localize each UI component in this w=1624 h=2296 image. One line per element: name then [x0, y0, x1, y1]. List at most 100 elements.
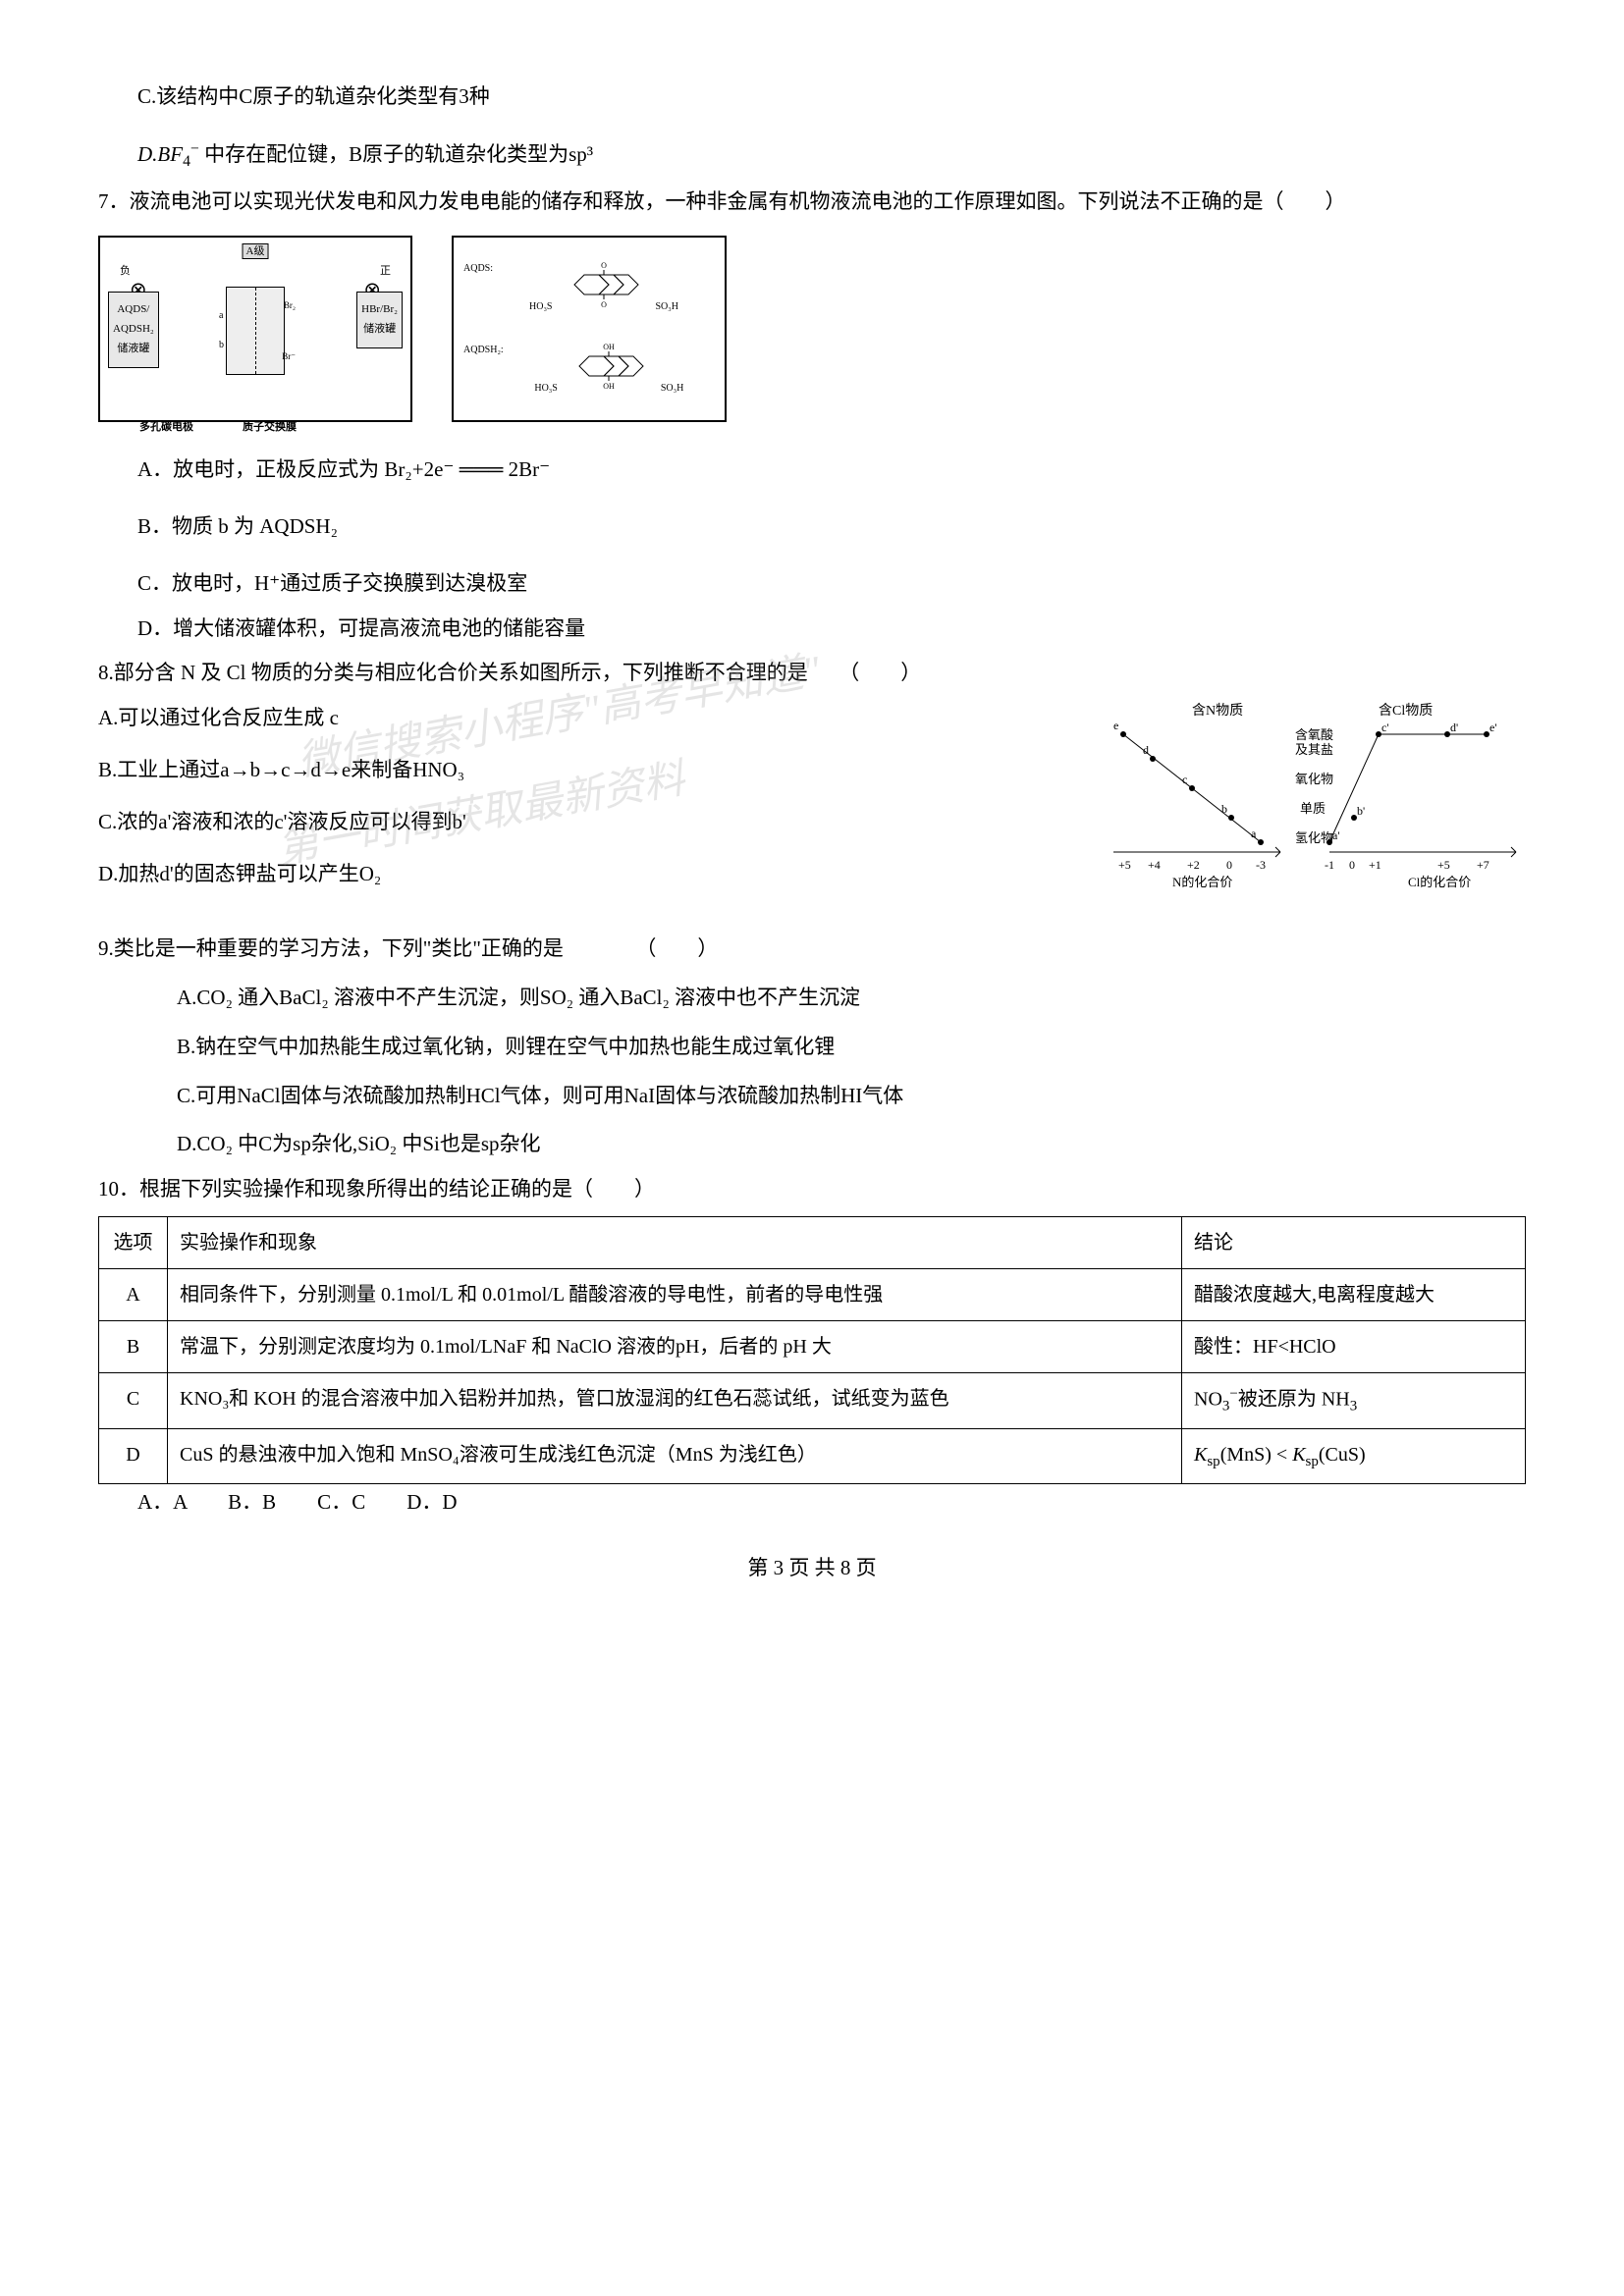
table-row: A 相同条件下，分别测量 0.1mol/L 和 0.01mol/L 醋酸溶液的导… — [99, 1268, 1526, 1320]
cell-conc-d: Ksp(MnS) < Ksp(CuS) — [1182, 1428, 1526, 1483]
q8-optd-text: D.加热d'的固态钾盐可以产生O₂ — [98, 862, 381, 885]
q6-optd-sup: − — [190, 140, 199, 157]
q8-option-c: C.浓的a'溶液和浓的c'溶液反应可以得到b' — [98, 804, 884, 841]
hos-label2: HO₃S — [534, 383, 558, 394]
q7-option-d: D．增大储液罐体积，可提高液流电池的储能容量 — [98, 611, 1526, 648]
svg-text:b': b' — [1357, 804, 1365, 818]
q10-answer-options: A．A B．B C．C D．D — [98, 1484, 1526, 1522]
cell-conc-b: 酸性：HF<HClO — [1182, 1320, 1526, 1372]
q6-optc-text: C.该结构中C原子的轨道杂化类型有3种 — [137, 84, 490, 108]
cell-conc-a: 醋酸浓度越大,电离程度越大 — [1182, 1268, 1526, 1320]
bottom-left-label: 多孔碳电极 — [139, 418, 193, 438]
svg-text:OH: OH — [604, 382, 616, 391]
soh-label: SO₃H — [656, 301, 679, 312]
q8-optc-text: C.浓的a'溶液和浓的c'溶液反应可以得到b' — [98, 810, 466, 833]
table-row: D CuS 的悬浊液中加入饱和 MnSO₄溶液可生成浅红色沉淀（MnS 为浅红色… — [99, 1428, 1526, 1483]
th-operation: 实验操作和现象 — [168, 1216, 1182, 1268]
cell-opt-c: C — [99, 1372, 168, 1428]
th-option: 选项 — [99, 1216, 168, 1268]
q7-stem-text: 7．液流电池可以实现光伏发电和风力发电电能的储存和释放，一种非金属有机物液流电池… — [98, 189, 1346, 213]
q10-answers-text: A．A B．B C．C D．D — [137, 1490, 458, 1514]
th-conclusion: 结论 — [1182, 1216, 1526, 1268]
svg-text:+1: +1 — [1369, 858, 1381, 872]
right-tank: HBr/Br₂ 储液罐 — [356, 292, 403, 348]
cl-axis: Cl的化合价 — [1408, 875, 1471, 889]
svg-text:氧化物: 氧化物 — [1295, 772, 1333, 786]
q8-stem-text: 8.部分含 N 及 Cl 物质的分类与相应化合价关系如图所示，下列推断不合理的是… — [98, 661, 921, 684]
q9-option-d: D.CO₂ 中C为sp杂化,SiO₂ 中Si也是sp杂化 — [98, 1126, 1526, 1163]
q7-optc-text: C．放电时，H⁺通过质子交换膜到达溴极室 — [137, 571, 527, 595]
soh-label2: SO₃H — [661, 383, 684, 394]
q6-optd-sub: 4 — [183, 153, 190, 170]
q7-stem: 7．液流电池可以实现光伏发电和风力发电电能的储存和释放，一种非金属有机物液流电池… — [98, 184, 1526, 221]
svg-text:氢化物: 氢化物 — [1295, 830, 1333, 845]
cell-opt-d: D — [99, 1428, 168, 1483]
q9-opta-text: A.CO₂ 通入BaCl₂ 溶液中不产生沉淀，则SO₂ 通入BaCl₂ 溶液中也… — [177, 986, 860, 1009]
svg-text:c': c' — [1381, 721, 1389, 734]
q9-optb-text: B.钠在空气中加热能生成过氧化钠，则锂在空气中加热也能生成过氧化锂 — [177, 1035, 835, 1058]
q9-optd-text: D.CO₂ 中C为sp杂化,SiO₂ 中Si也是sp杂化 — [177, 1132, 541, 1155]
left-tank-label: AQDS/ AQDSH₂ 储液罐 — [113, 300, 154, 358]
q8-chart: 含N物质 +5 +4 +2 0 -3 N的化合价 e d c b a 含Cl物质… — [1104, 700, 1526, 909]
svg-text:-1: -1 — [1325, 858, 1334, 872]
table-row: C KNO₃和 KOH 的混合溶液中加入铝粉并加热，管口放湿润的红色石蕊试纸，试… — [99, 1372, 1526, 1428]
cell-opt-b: B — [99, 1320, 168, 1372]
svg-text:含氧酸: 含氧酸 — [1295, 727, 1333, 742]
q8-option-a: A.可以通过化合反应生成 c — [98, 700, 884, 737]
svg-text:+4: +4 — [1148, 858, 1161, 872]
n-title: 含N物质 — [1192, 703, 1243, 719]
chemical-diagram: AQDS: HO₃S O O SO₃H AQDSH₂: HO₃S — [452, 236, 727, 422]
page-footer: 第 3 页 共 8 页 — [98, 1550, 1526, 1587]
svg-text:e: e — [1113, 719, 1118, 732]
svg-text:a': a' — [1332, 828, 1340, 842]
cell-op-d: CuS 的悬浊液中加入饱和 MnSO₄溶液可生成浅红色沉淀（MnS 为浅红色） — [168, 1428, 1182, 1483]
q9-optc-text: C.可用NaCl固体与浓硫酸加热制HCl气体，则可用NaI固体与浓硫酸加热制HI… — [177, 1084, 903, 1107]
svg-text:d': d' — [1450, 721, 1458, 734]
q7-option-b: B．物质 b 为 AQDSH₂ — [98, 508, 1526, 546]
q7-opta-text: A．放电时，正极反应式为 Br₂+2e⁻ ═══ 2Br⁻ — [137, 457, 550, 481]
battery-diagram: A级 负 正 ⊗ ⊗ AQDS/ AQDSH₂ 储液罐 HBr/Br₂ 储液罐 … — [98, 236, 412, 422]
q6-option-c: C.该结构中C原子的轨道杂化类型有3种 — [98, 79, 1526, 116]
svg-text:e': e' — [1489, 721, 1497, 734]
cell-conc-c: NO3−被还原为 NH3 — [1182, 1372, 1526, 1428]
q7-diagram-row: A级 负 正 ⊗ ⊗ AQDS/ AQDSH₂ 储液罐 HBr/Br₂ 储液罐 … — [98, 236, 1526, 422]
svg-text:+5: +5 — [1437, 858, 1450, 872]
q10-table: 选项 实验操作和现象 结论 A 相同条件下，分别测量 0.1mol/L 和 0.… — [98, 1216, 1526, 1484]
svg-text:O: O — [601, 261, 607, 270]
q9-option-a: A.CO₂ 通入BaCl₂ 溶液中不产生沉淀，则SO₂ 通入BaCl₂ 溶液中也… — [98, 980, 1526, 1017]
svg-text:+7: +7 — [1477, 858, 1489, 872]
svg-text:及其盐: 及其盐 — [1295, 742, 1333, 757]
svg-text:O: O — [601, 300, 607, 309]
q7-optd-text: D．增大储液罐体积，可提高液流电池的储能容量 — [137, 616, 585, 640]
q8-option-b: B.工业上通过a→b→c→d→e来制备HNO₃ — [98, 752, 884, 789]
aqds-molecule: AQDS: HO₃S O O SO₃H — [463, 260, 715, 316]
svg-text:+5: +5 — [1118, 858, 1131, 872]
q9-option-c: C.可用NaCl固体与浓硫酸加热制HCl气体，则可用NaI固体与浓硫酸加热制HI… — [98, 1078, 1526, 1115]
table-header-row: 选项 实验操作和现象 结论 — [99, 1216, 1526, 1268]
svg-text:0: 0 — [1226, 858, 1232, 872]
svg-text:0: 0 — [1349, 858, 1355, 872]
cell-op-c: KNO₃和 KOH 的混合溶液中加入铝粉并加热，管口放湿润的红色石蕊试纸，试纸变… — [168, 1372, 1182, 1428]
left-tank: AQDS/ AQDSH₂ 储液罐 — [108, 292, 159, 367]
table-row: B 常温下，分别测定浓度均为 0.1mol/LNaF 和 NaClO 溶液的pH… — [99, 1320, 1526, 1372]
q7-optb-text: B．物质 b 为 AQDSH₂ — [137, 514, 338, 538]
cell-op-b: 常温下，分别测定浓度均为 0.1mol/LNaF 和 NaClO 溶液的pH，后… — [168, 1320, 1182, 1372]
aqdsh-molecule: AQDSH₂: HO₃S OH OH SO₃H — [463, 342, 715, 398]
hos-label: HO₃S — [529, 301, 553, 312]
q6-optd-text: 中存在配位键，B原子的轨道杂化类型为sp³ — [204, 142, 593, 166]
q6-option-d: D.BF4− 中存在配位键，B原子的轨道杂化类型为sp³ — [98, 135, 1526, 177]
q7-option-a: A．放电时，正极反应式为 Br₂+2e⁻ ═══ 2Br⁻ — [98, 452, 1526, 489]
aqdsh-label: AQDSH₂: — [463, 342, 504, 359]
q10-stem-text: 10．根据下列实验操作和现象所得出的结论正确的是（ ） — [98, 1177, 655, 1201]
svg-text:OH: OH — [604, 343, 616, 351]
cl-title: 含Cl物质 — [1379, 703, 1433, 719]
q10-stem: 10．根据下列实验操作和现象所得出的结论正确的是（ ） — [98, 1171, 1526, 1208]
right-tank-label: HBr/Br₂ 储液罐 — [361, 300, 398, 340]
footer-text: 第 3 页 共 8 页 — [747, 1556, 876, 1579]
cell-opt-a: A — [99, 1268, 168, 1320]
bottom-right-label: 质子交换膜 — [243, 418, 297, 438]
n-axis: N的化合价 — [1172, 875, 1232, 889]
q8-optb-text: B.工业上通过a→b→c→d→e来制备HNO₃ — [98, 758, 464, 781]
aqds-label: AQDS: — [463, 260, 493, 278]
svg-text:+2: +2 — [1187, 858, 1200, 872]
